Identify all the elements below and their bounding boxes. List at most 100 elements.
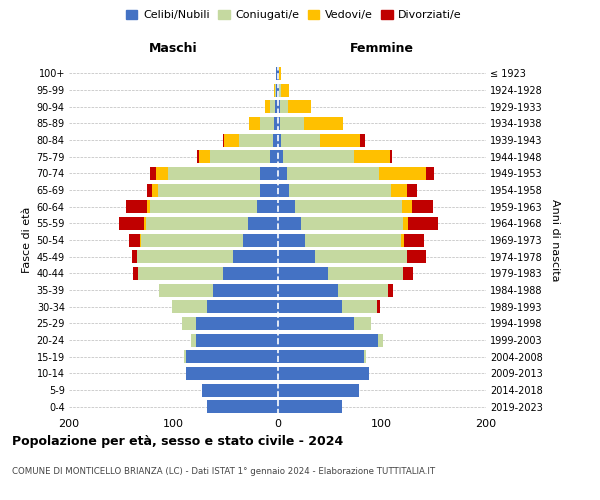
Bar bbox=[275, 84, 277, 96]
Bar bbox=[172, 300, 206, 313]
Bar bbox=[338, 284, 388, 296]
Bar bbox=[401, 234, 404, 246]
Bar bbox=[140, 234, 141, 246]
Bar bbox=[280, 100, 288, 113]
Bar bbox=[288, 100, 311, 113]
Bar bbox=[260, 117, 274, 130]
Bar bbox=[186, 367, 277, 380]
Bar bbox=[277, 184, 289, 196]
Bar bbox=[191, 334, 196, 346]
Bar bbox=[206, 400, 277, 413]
Bar bbox=[277, 317, 353, 330]
Bar bbox=[147, 184, 152, 196]
Text: Popolazione per età, sesso e stato civile - 2024: Popolazione per età, sesso e stato civil… bbox=[12, 435, 343, 448]
Bar bbox=[270, 150, 277, 163]
Bar bbox=[277, 400, 342, 413]
Bar bbox=[277, 67, 278, 80]
Bar bbox=[151, 167, 155, 180]
Bar bbox=[250, 117, 260, 130]
Legend: Celibi/Nubili, Coniugati/e, Vedovi/e, Divorziati/e: Celibi/Nubili, Coniugati/e, Vedovi/e, Di… bbox=[122, 6, 466, 25]
Bar bbox=[407, 250, 425, 263]
Bar bbox=[277, 350, 364, 363]
Bar bbox=[265, 100, 270, 113]
Y-axis label: Anni di nascita: Anni di nascita bbox=[550, 198, 560, 281]
Bar bbox=[277, 134, 281, 146]
Bar bbox=[277, 167, 287, 180]
Bar bbox=[141, 234, 243, 246]
Bar bbox=[328, 267, 403, 280]
Bar bbox=[278, 67, 281, 80]
Bar bbox=[277, 217, 301, 230]
Bar bbox=[283, 150, 353, 163]
Bar bbox=[391, 184, 407, 196]
Bar bbox=[281, 134, 320, 146]
Bar bbox=[275, 100, 277, 113]
Bar bbox=[390, 150, 392, 163]
Bar bbox=[270, 100, 275, 113]
Bar bbox=[408, 217, 438, 230]
Bar bbox=[210, 150, 270, 163]
Bar bbox=[277, 150, 283, 163]
Text: Femmine: Femmine bbox=[350, 42, 414, 55]
Bar bbox=[388, 284, 393, 296]
Bar bbox=[277, 117, 280, 130]
Bar bbox=[277, 234, 305, 246]
Bar bbox=[138, 267, 223, 280]
Bar bbox=[407, 184, 417, 196]
Bar bbox=[342, 300, 377, 313]
Bar bbox=[360, 134, 365, 146]
Bar bbox=[146, 217, 248, 230]
Bar bbox=[364, 350, 366, 363]
Bar bbox=[274, 117, 277, 130]
Text: Maschi: Maschi bbox=[149, 42, 197, 55]
Bar bbox=[131, 250, 137, 263]
Bar bbox=[277, 284, 338, 296]
Bar bbox=[130, 234, 140, 246]
Bar bbox=[295, 200, 401, 213]
Bar bbox=[277, 300, 342, 313]
Bar bbox=[224, 134, 239, 146]
Bar bbox=[274, 84, 275, 96]
Bar bbox=[248, 217, 277, 230]
Bar bbox=[320, 134, 360, 146]
Bar bbox=[379, 167, 425, 180]
Bar bbox=[289, 184, 391, 196]
Bar bbox=[277, 84, 278, 96]
Bar bbox=[304, 117, 343, 130]
Bar bbox=[196, 317, 277, 330]
Bar bbox=[202, 384, 277, 396]
Bar bbox=[168, 167, 260, 180]
Bar bbox=[119, 217, 144, 230]
Bar bbox=[277, 100, 280, 113]
Bar bbox=[353, 150, 390, 163]
Bar bbox=[353, 317, 371, 330]
Bar bbox=[152, 184, 158, 196]
Bar bbox=[158, 184, 260, 196]
Bar bbox=[158, 284, 213, 296]
Bar bbox=[401, 200, 412, 213]
Bar bbox=[184, 350, 186, 363]
Bar bbox=[182, 317, 196, 330]
Bar bbox=[133, 267, 138, 280]
Bar bbox=[127, 200, 147, 213]
Y-axis label: Fasce di età: Fasce di età bbox=[22, 207, 32, 273]
Bar bbox=[403, 217, 408, 230]
Bar bbox=[260, 184, 277, 196]
Bar bbox=[287, 167, 379, 180]
Bar bbox=[197, 150, 199, 163]
Bar bbox=[260, 167, 277, 180]
Bar bbox=[233, 250, 277, 263]
Bar bbox=[280, 117, 304, 130]
Bar bbox=[274, 134, 277, 146]
Bar bbox=[404, 234, 424, 246]
Bar bbox=[403, 267, 413, 280]
Text: COMUNE DI MONTICELLO BRIANZA (LC) - Dati ISTAT 1° gennaio 2024 - Elaborazione TU: COMUNE DI MONTICELLO BRIANZA (LC) - Dati… bbox=[12, 468, 435, 476]
Bar bbox=[223, 267, 277, 280]
Bar bbox=[425, 167, 434, 180]
Bar bbox=[147, 200, 151, 213]
Bar bbox=[206, 300, 277, 313]
Bar bbox=[155, 167, 168, 180]
Bar bbox=[277, 267, 328, 280]
Bar bbox=[277, 200, 295, 213]
Bar bbox=[223, 134, 224, 146]
